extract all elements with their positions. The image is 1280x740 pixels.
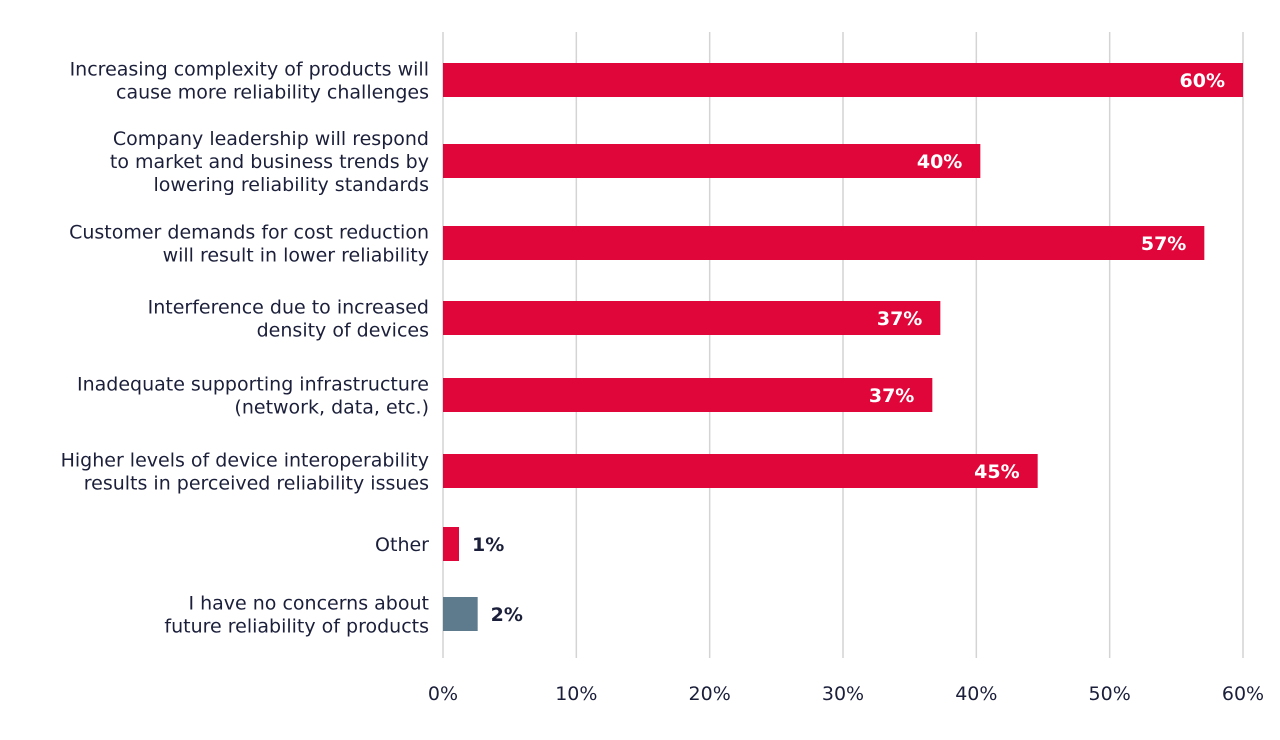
- value-labels: 60% 40% 57% 37% 37% 45% 1% 2%: [472, 70, 1225, 626]
- category-label-line: to market and business trends by: [110, 151, 429, 173]
- x-tick-label: 40%: [955, 683, 997, 705]
- data-label: 57%: [1141, 233, 1186, 255]
- category-label: Customer demands for cost reduction will …: [69, 222, 429, 267]
- data-label: 37%: [877, 308, 922, 330]
- category-label: Other: [375, 534, 429, 556]
- data-label: 60%: [1180, 70, 1225, 92]
- category-label: Company leadership will respond to market…: [110, 128, 429, 196]
- category-label-line: I have no concerns about: [188, 593, 429, 615]
- bar: [443, 301, 941, 335]
- x-tick-label: 50%: [1089, 683, 1131, 705]
- bar: [443, 454, 1038, 488]
- data-label: 2%: [491, 604, 523, 626]
- x-tick-label: 60%: [1222, 683, 1264, 705]
- category-label-line: lowering reliability standards: [154, 174, 429, 196]
- category-label-line: Increasing complexity of products will: [70, 59, 429, 81]
- category-label-line: future reliability of products: [164, 616, 429, 638]
- data-label: 37%: [869, 385, 914, 407]
- category-label: Increasing complexity of products will ca…: [70, 59, 429, 104]
- category-labels: Increasing complexity of products will ca…: [61, 59, 430, 638]
- category-label-line: will result in lower reliability: [163, 245, 429, 267]
- bar: [443, 597, 478, 631]
- x-axis-ticks: 0% 10% 20% 30% 40% 50% 60%: [428, 683, 1264, 705]
- category-label-line: results in perceived reliability issues: [84, 473, 429, 495]
- category-label-line: Higher levels of device interoperability: [61, 450, 429, 472]
- gridlines: [442, 32, 1244, 658]
- bar: [443, 226, 1205, 260]
- category-label-line: Other: [375, 534, 429, 556]
- category-label-line: Interference due to increased: [148, 297, 429, 319]
- category-label-line: cause more reliability challenges: [116, 82, 429, 104]
- x-tick-label: 10%: [555, 683, 597, 705]
- data-label: 45%: [974, 461, 1019, 483]
- category-label: Higher levels of device interoperability…: [61, 450, 429, 495]
- x-tick-label: 0%: [428, 683, 458, 705]
- bar: [443, 378, 933, 412]
- bar: [443, 527, 459, 561]
- data-label: 1%: [472, 534, 504, 556]
- category-label-line: (network, data, etc.): [234, 397, 429, 419]
- category-label: I have no concerns about future reliabili…: [164, 593, 429, 638]
- category-label-line: Company leadership will respond: [113, 128, 429, 150]
- category-label-line: density of devices: [257, 320, 429, 342]
- x-tick-label: 30%: [822, 683, 864, 705]
- x-tick-label: 20%: [689, 683, 731, 705]
- bars: [443, 63, 1243, 631]
- category-label: Inadequate supporting infrastructure (net…: [77, 374, 429, 419]
- data-label: 40%: [917, 151, 962, 173]
- bar: [443, 144, 981, 178]
- bar: [443, 63, 1243, 97]
- category-label-line: Inadequate supporting infrastructure: [77, 374, 429, 396]
- category-label: Interference due to increased density of …: [148, 297, 429, 342]
- category-label-line: Customer demands for cost reduction: [69, 222, 429, 244]
